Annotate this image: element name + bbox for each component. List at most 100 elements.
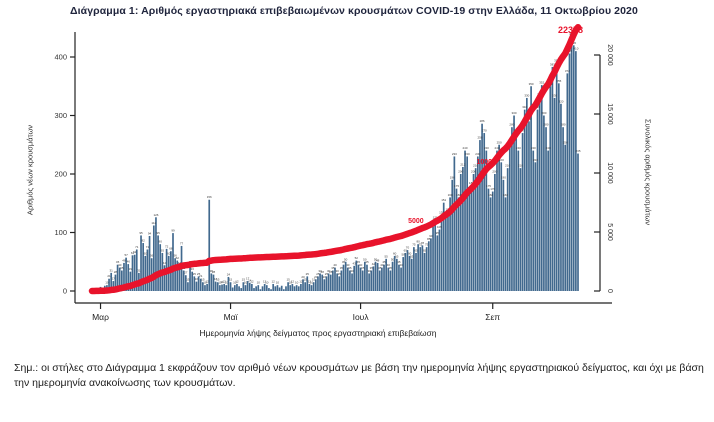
bar-value-label: 43 <box>353 261 357 265</box>
bar-value-label: 286 <box>480 119 485 123</box>
bar-value-label: 65 <box>161 248 165 252</box>
bar <box>357 264 360 291</box>
bar-value-label: 10 <box>218 281 222 285</box>
bar <box>359 267 362 291</box>
bar-value-label: 258 <box>477 136 482 140</box>
bar <box>233 285 236 291</box>
bar-value-label: 220 <box>533 158 538 162</box>
bar-value-label: 160 <box>488 193 493 197</box>
bar <box>261 286 264 291</box>
bar-value-label: 17 <box>112 277 116 281</box>
bar-value-label: 12 <box>263 279 267 283</box>
bar <box>118 267 121 291</box>
bar <box>265 285 268 291</box>
bar <box>276 285 279 291</box>
left-axis-ticks: 0 100 200 300 400 <box>54 53 75 296</box>
bar <box>498 144 500 291</box>
bar <box>116 264 119 291</box>
bar-value-label: 45 <box>397 260 401 264</box>
cumulative-line <box>88 23 582 295</box>
bar <box>532 150 535 291</box>
bar-value-label: 55 <box>384 254 388 258</box>
bar-value-label: 31 <box>110 268 114 272</box>
bar-value-label: 10 <box>265 281 269 285</box>
bar <box>538 96 541 291</box>
bar-value-label: 20 <box>314 275 318 279</box>
bar-value-label: 383 <box>550 62 555 66</box>
bar <box>308 283 311 291</box>
bar <box>310 285 313 291</box>
bar <box>163 265 166 291</box>
bar <box>423 252 426 291</box>
bar <box>425 247 428 292</box>
bar <box>353 265 356 291</box>
bar-value-label: 80 <box>416 240 420 244</box>
bar-value-label: 78 <box>421 241 425 245</box>
bar <box>485 150 488 291</box>
bar-value-label: 30 <box>367 269 371 273</box>
bar-value-label: 95 <box>436 231 440 235</box>
bar <box>202 282 204 291</box>
bar <box>257 285 260 291</box>
bar <box>112 281 115 291</box>
bar <box>374 261 377 291</box>
bar <box>148 236 151 291</box>
bar <box>208 199 211 291</box>
bar-value-label: 330 <box>524 93 529 97</box>
bar <box>564 144 567 291</box>
bar <box>536 109 539 292</box>
bar-value-label: 12 <box>291 279 295 283</box>
total-cases-annotation: 22358 <box>558 25 583 35</box>
left-tick-label: 100 <box>54 228 67 237</box>
bar <box>144 255 147 291</box>
bar <box>142 243 144 291</box>
bar-value-label: 250 <box>563 140 568 144</box>
bar <box>470 185 473 291</box>
bar-value-label: 24 <box>227 272 231 276</box>
bar <box>553 97 556 291</box>
bar-value-label: 25 <box>197 272 201 276</box>
left-axis-title: Αριθμός νέων κρουσμάτων <box>25 124 35 216</box>
bar-value-label: 200 <box>492 170 497 174</box>
bar <box>229 282 232 291</box>
bar <box>293 286 296 291</box>
bar <box>123 262 125 291</box>
bar-value-label: 220 <box>499 158 504 162</box>
bar-value-label: 230 <box>465 152 470 156</box>
bar-value-label: 62 <box>133 250 137 254</box>
bar-value-label: 50 <box>363 257 367 261</box>
bar <box>430 238 432 291</box>
bar <box>481 123 483 291</box>
bar <box>438 229 441 291</box>
bar <box>364 261 366 291</box>
bar-value-label: 28 <box>329 270 333 274</box>
bar-value-label: 71 <box>146 245 150 249</box>
bar <box>496 150 498 291</box>
bar-value-label: 12 <box>205 279 209 283</box>
bar <box>155 217 157 291</box>
bar <box>259 289 262 291</box>
bar <box>383 264 385 291</box>
bar-value-label: 28 <box>114 270 118 274</box>
bar-value-label: 27 <box>184 271 188 275</box>
left-tick-label: 200 <box>54 170 67 179</box>
bar-value-label: 45 <box>382 260 386 264</box>
bar-value-label: 17 <box>246 277 250 281</box>
bar <box>419 247 422 292</box>
bar <box>268 288 270 291</box>
bar <box>182 270 185 291</box>
bar-value-label: 60 <box>144 251 148 255</box>
bar <box>272 283 275 291</box>
bar-value-label: 71 <box>135 245 139 249</box>
bar <box>504 197 507 291</box>
bar <box>140 235 142 291</box>
bar-value-label: 11 <box>220 280 223 284</box>
bar-value-label: 121 <box>433 216 438 220</box>
bar <box>517 150 520 291</box>
bar-value-label: 160 <box>448 193 453 197</box>
bar-value-label: 82 <box>141 239 145 243</box>
bar <box>319 273 321 291</box>
bar-value-label: 15 <box>242 278 246 282</box>
bar <box>457 197 460 291</box>
bar <box>184 275 187 291</box>
